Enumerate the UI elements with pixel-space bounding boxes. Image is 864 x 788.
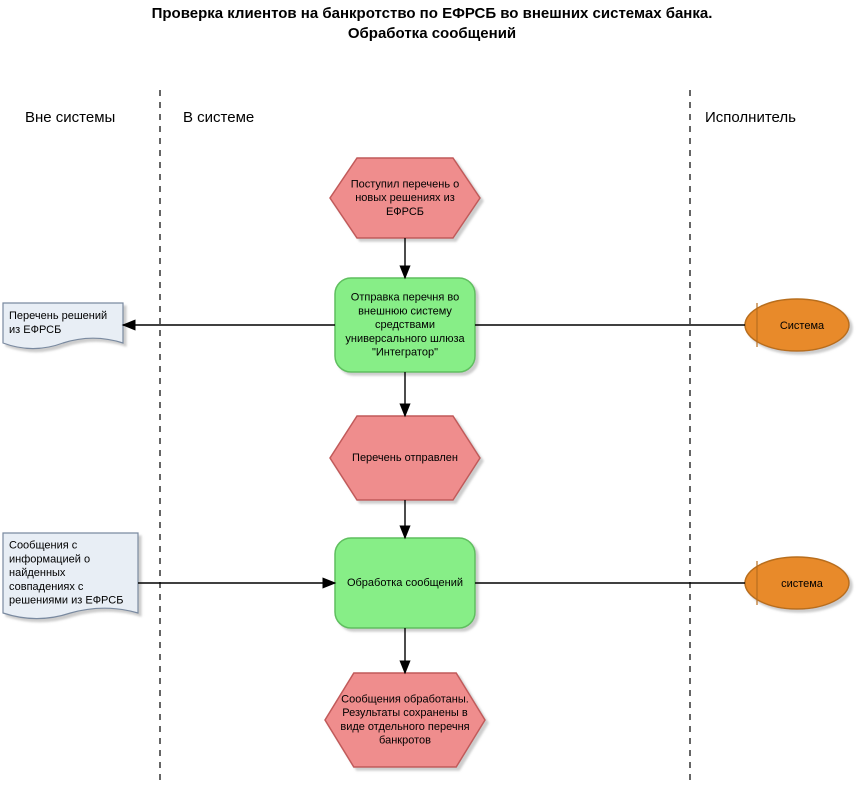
svg-text:совпадениях с: совпадениях с	[9, 581, 84, 593]
svg-text:В системе: В системе	[183, 109, 254, 126]
svg-text:Сообщения с: Сообщения с	[9, 540, 78, 552]
svg-text:Перечень отправлен: Перечень отправлен	[352, 452, 458, 464]
svg-text:найденных: найденных	[9, 567, 66, 579]
svg-text:решениями из ЕФРСБ: решениями из ЕФРСБ	[9, 595, 123, 607]
svg-text:универсального шлюза: универсального шлюза	[345, 333, 465, 345]
svg-text:Сообщения обработаны.: Сообщения обработаны.	[341, 693, 469, 705]
svg-text:из ЕФРСБ: из ЕФРСБ	[9, 324, 61, 336]
svg-text:Обработка сообщений: Обработка сообщений	[347, 577, 463, 589]
svg-text:Исполнитель: Исполнитель	[705, 109, 796, 126]
svg-text:Результаты сохранены в: Результаты сохранены в	[342, 707, 468, 719]
svg-text:ЕФРСБ: ЕФРСБ	[386, 206, 424, 218]
flowchart-diagram: Проверка клиентов на банкротство по ЕФРС…	[0, 0, 864, 788]
svg-text:Вне системы: Вне системы	[25, 109, 115, 126]
svg-text:внешнюю систему: внешнюю систему	[358, 305, 452, 317]
svg-text:Система: Система	[780, 320, 825, 332]
svg-text:Поступил перечень о: Поступил перечень о	[351, 178, 460, 190]
svg-text:система: система	[781, 578, 824, 590]
svg-text:банкротов: банкротов	[379, 735, 431, 747]
svg-text:средствами: средствами	[375, 319, 435, 331]
svg-text:Проверка клиентов на банкротст: Проверка клиентов на банкротство по ЕФРС…	[152, 5, 713, 22]
svg-text:Перечень решений: Перечень решений	[9, 310, 107, 322]
svg-text:"Интегратор": "Интегратор"	[372, 347, 438, 359]
svg-text:информацией о: информацией о	[9, 553, 90, 565]
svg-text:новых решениях из: новых решениях из	[355, 192, 455, 204]
svg-text:виде отдельного перечня: виде отдельного перечня	[340, 721, 469, 733]
svg-text:Отправка перечня во: Отправка перечня во	[351, 292, 459, 304]
svg-text:Обработка сообщений: Обработка сообщений	[348, 25, 516, 42]
